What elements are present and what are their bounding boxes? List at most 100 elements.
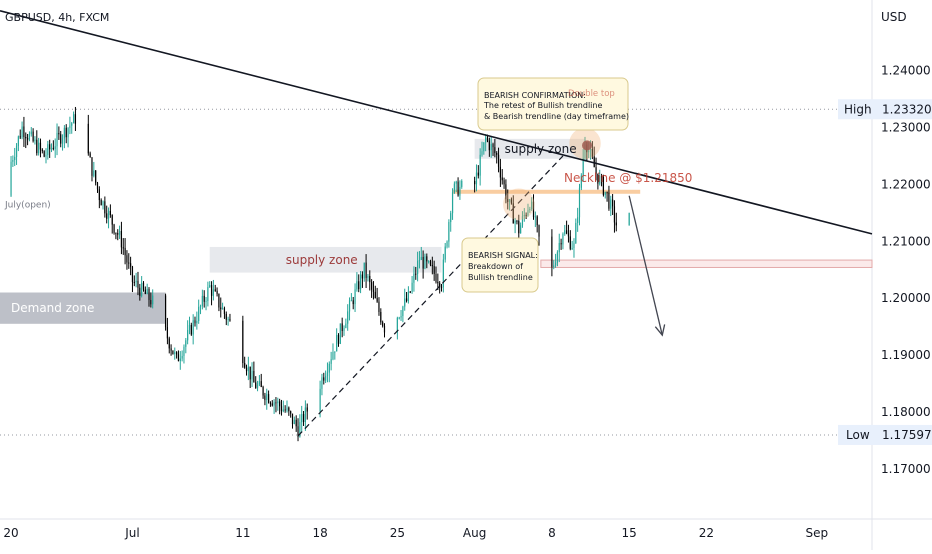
candle-body-134 xyxy=(290,411,292,414)
bearish-signal-callout[interactable]: BEARISH SIGNAL: Breakdown of Bullish tre… xyxy=(461,237,539,293)
candle-body-214 xyxy=(459,186,461,196)
candle-body-113 xyxy=(251,370,253,380)
candle-body-129 xyxy=(280,406,283,412)
candle-body-209 xyxy=(450,213,452,223)
candle-body-83 xyxy=(185,340,187,347)
high-value: 1.23320 xyxy=(882,102,932,116)
x-tick-label-4: 25 xyxy=(390,526,405,540)
july-open-marker: July(open) xyxy=(4,200,51,210)
candle-body-274 xyxy=(591,148,593,157)
candle-body-51 xyxy=(115,232,117,234)
zone-rect-1 xyxy=(209,246,442,273)
candle-body-46 xyxy=(106,213,108,219)
candle-body-56 xyxy=(124,247,126,256)
candle-body-225 xyxy=(490,144,492,151)
candle-body-243 xyxy=(523,214,525,217)
candle-body-193 xyxy=(420,256,422,261)
candle-body-178 xyxy=(382,322,384,327)
candle-body-137 xyxy=(295,419,297,427)
price-axis[interactable]: 1.17000 1.18000 1.19000 1.20000 1.21000 1.220… xyxy=(881,64,931,476)
time-axis[interactable]: 20 Jul 11 18 25 Aug 8 15 22 Sep xyxy=(3,526,828,540)
candle-body-267 xyxy=(578,187,581,218)
candle-body-109 xyxy=(244,363,246,368)
candle-body-142 xyxy=(304,407,306,423)
bearish-confirmation-callout[interactable]: BEARISH CONFIRMATION: The retest of Bull… xyxy=(477,77,629,131)
candle-body-105 xyxy=(225,313,227,320)
candle-body-236 xyxy=(510,199,513,204)
candle-body-9 xyxy=(26,138,29,140)
candle-body-2 xyxy=(14,156,16,161)
candle-body-107 xyxy=(229,318,231,321)
x-tick-label-1: Jul xyxy=(124,526,139,540)
candle-body-84 xyxy=(187,329,189,341)
confirmation-callout-box xyxy=(477,77,629,131)
candle-body-74 xyxy=(168,338,170,349)
candle-body-280 xyxy=(602,176,605,196)
candle-body-268 xyxy=(580,175,582,188)
candle-body-200 xyxy=(433,266,435,274)
candle-body-27 xyxy=(60,134,62,144)
candle-body-88 xyxy=(194,320,196,324)
candle-body-220 xyxy=(481,151,483,155)
candle-body-30 xyxy=(65,127,67,138)
candle-body-163 xyxy=(354,289,356,305)
candle-body-91 xyxy=(199,306,202,308)
candle-body-260 xyxy=(566,230,568,234)
candle-body-180 xyxy=(396,317,398,333)
candle-body-76 xyxy=(172,350,174,355)
candle-body-32 xyxy=(69,125,71,129)
zones xyxy=(0,138,873,324)
candle-body-171 xyxy=(369,276,371,283)
candle-body-230 xyxy=(499,166,501,178)
candle-body-126 xyxy=(275,402,277,404)
candle-body-186 xyxy=(407,291,410,302)
candle-body-259 xyxy=(564,230,566,234)
candle-body-79 xyxy=(177,354,180,362)
candle-body-185 xyxy=(405,298,408,302)
candle-body-276 xyxy=(595,167,597,174)
candle-body-72 xyxy=(164,295,167,328)
candle-body-21 xyxy=(49,144,51,150)
candle-body-44 xyxy=(102,201,104,206)
candle-body-155 xyxy=(339,323,341,344)
candle-body-176 xyxy=(378,301,380,312)
signal-line-3: Bullish trendline xyxy=(468,273,533,282)
candle-body-38 xyxy=(91,157,93,176)
candle-body-125 xyxy=(273,402,275,406)
candle-body-68 xyxy=(146,288,148,294)
candle-body-101 xyxy=(218,293,220,308)
candle-body-110 xyxy=(245,367,248,372)
candle-body-35 xyxy=(74,114,77,124)
candle-body-11 xyxy=(30,131,32,135)
highlight-circle-0 xyxy=(503,188,535,221)
candle-body-211 xyxy=(453,183,455,193)
candle-body-244 xyxy=(525,214,527,216)
candle-body-10 xyxy=(28,134,31,140)
candle-body-275 xyxy=(593,156,595,168)
candle-body-18 xyxy=(43,151,45,157)
candle-body-216 xyxy=(474,180,476,185)
candle-body-116 xyxy=(256,384,259,389)
candle-body-228 xyxy=(496,153,498,155)
neckline-label: Neckline @ $1.21850 xyxy=(564,171,692,185)
candle-body-78 xyxy=(176,352,178,355)
candle-body-182 xyxy=(400,316,402,318)
candle-body-278 xyxy=(599,176,601,184)
candle-body-139 xyxy=(299,422,301,437)
candle-body-15 xyxy=(38,142,40,154)
candle-body-80 xyxy=(179,358,181,362)
candle-body-112 xyxy=(249,366,251,380)
candle-body-141 xyxy=(302,414,305,423)
zone-rect-3 xyxy=(540,259,873,268)
candle-body-34 xyxy=(72,114,75,124)
candle-body-69 xyxy=(148,288,150,300)
candle-body-41 xyxy=(96,182,99,190)
candle-body-87 xyxy=(192,320,194,335)
candle-body-188 xyxy=(411,282,413,292)
candle-body-190 xyxy=(415,273,417,275)
candle-body-266 xyxy=(577,217,579,223)
candle-body-168 xyxy=(363,262,365,279)
candle-body-52 xyxy=(117,233,119,235)
candle-body-283 xyxy=(608,192,610,209)
